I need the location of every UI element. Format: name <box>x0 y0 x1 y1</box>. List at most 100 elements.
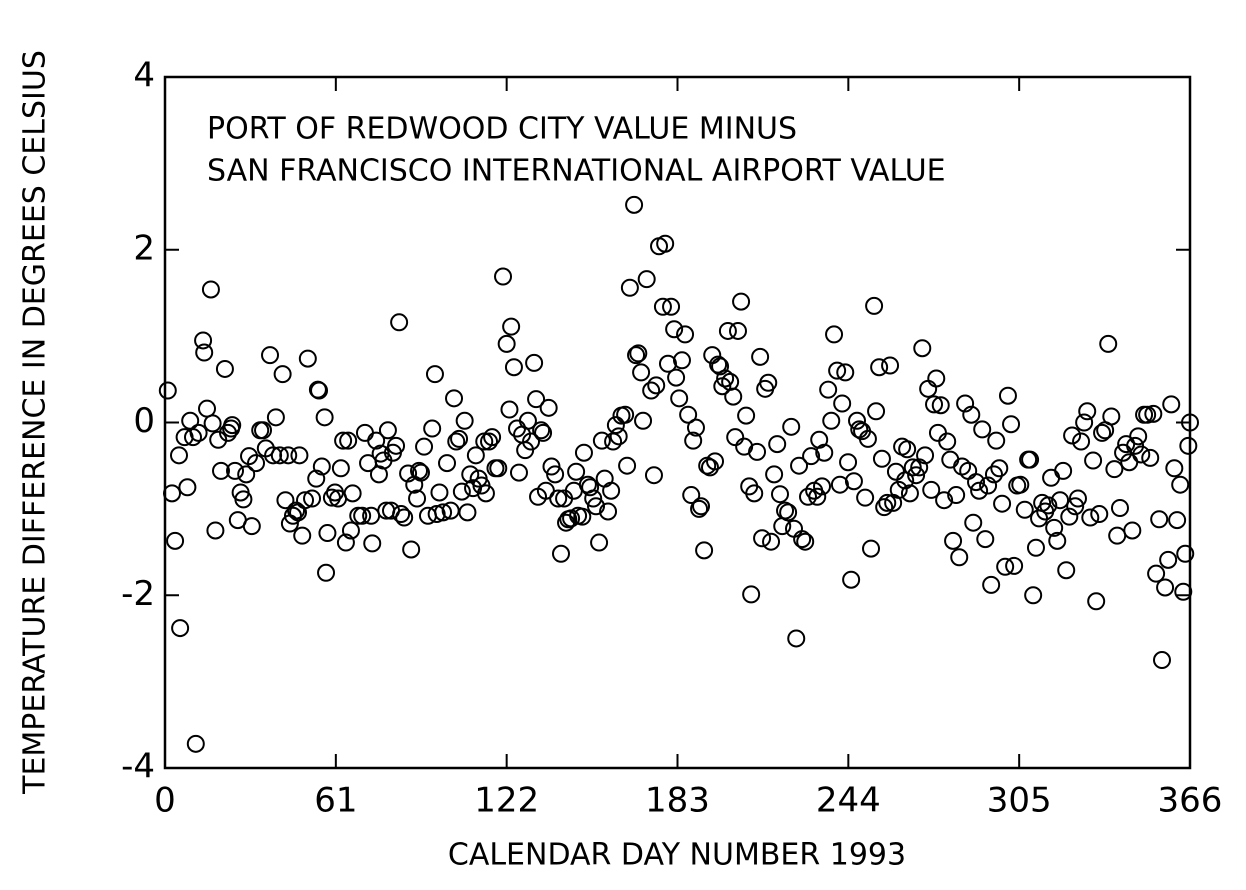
point <box>408 489 427 508</box>
point <box>889 480 908 499</box>
point <box>938 432 957 451</box>
point <box>189 423 208 442</box>
point <box>399 464 418 483</box>
point <box>206 521 225 540</box>
point <box>423 419 442 438</box>
point <box>647 376 666 395</box>
point <box>718 321 737 340</box>
point <box>592 431 611 450</box>
point <box>458 503 477 522</box>
point <box>223 416 242 435</box>
point <box>724 387 743 406</box>
point <box>793 530 812 549</box>
point <box>931 396 950 415</box>
point <box>1048 531 1067 550</box>
point <box>390 313 409 332</box>
point <box>1081 508 1100 527</box>
point <box>1174 582 1193 601</box>
point <box>941 450 960 469</box>
point <box>682 486 701 505</box>
point <box>587 497 606 516</box>
point <box>310 381 329 400</box>
point <box>489 459 508 478</box>
point <box>237 465 256 484</box>
point <box>1138 405 1157 424</box>
point <box>602 481 621 500</box>
point <box>1132 445 1151 464</box>
point <box>392 505 411 524</box>
point <box>367 431 386 450</box>
point <box>270 446 289 465</box>
point <box>1011 475 1030 494</box>
point <box>334 431 353 450</box>
point <box>355 423 374 442</box>
point <box>341 521 360 540</box>
point <box>480 432 499 451</box>
point <box>573 507 592 526</box>
point <box>785 519 804 538</box>
point <box>402 540 421 559</box>
point <box>336 533 355 552</box>
point <box>779 503 798 522</box>
point <box>494 267 513 286</box>
point <box>1176 544 1195 563</box>
point <box>410 461 429 480</box>
point <box>796 532 815 551</box>
point <box>1141 448 1160 467</box>
point <box>903 458 922 477</box>
point <box>900 484 919 503</box>
point <box>620 278 639 297</box>
point <box>982 575 1001 594</box>
point <box>1165 459 1184 478</box>
point <box>844 472 863 491</box>
point <box>947 486 966 505</box>
point <box>711 357 730 376</box>
point <box>466 446 485 465</box>
point <box>158 381 177 400</box>
point <box>534 423 553 442</box>
point <box>976 530 995 549</box>
point <box>973 420 992 439</box>
y-tick-label: 0 <box>133 401 155 441</box>
point <box>862 539 881 558</box>
point <box>919 379 938 398</box>
point <box>692 497 711 516</box>
point <box>500 400 519 419</box>
point <box>726 428 745 447</box>
point <box>1015 500 1034 519</box>
point <box>584 489 603 508</box>
point <box>1060 507 1079 526</box>
point <box>634 411 653 430</box>
point <box>434 503 453 522</box>
point <box>438 454 457 473</box>
point <box>296 491 315 510</box>
point <box>916 446 935 465</box>
point <box>1024 586 1043 605</box>
point <box>627 346 646 365</box>
point <box>194 331 213 350</box>
point <box>339 431 358 450</box>
point <box>737 406 756 425</box>
point <box>1171 475 1190 494</box>
point <box>497 334 516 353</box>
x-tick-label: 366 <box>1158 781 1223 821</box>
point <box>581 478 600 497</box>
point <box>642 381 661 400</box>
point <box>279 446 298 465</box>
point <box>303 489 322 508</box>
point <box>644 466 663 485</box>
point <box>1051 491 1070 510</box>
point <box>1181 413 1199 432</box>
point <box>625 195 644 214</box>
point <box>1123 521 1142 540</box>
point <box>819 380 838 399</box>
x-axis-label: CALENDAR DAY NUMBER 1993 <box>448 838 906 873</box>
point <box>1063 426 1082 445</box>
point <box>913 339 932 358</box>
point <box>1026 538 1045 557</box>
point <box>1168 511 1187 530</box>
point <box>539 398 558 417</box>
point <box>276 491 295 510</box>
point <box>944 531 963 550</box>
